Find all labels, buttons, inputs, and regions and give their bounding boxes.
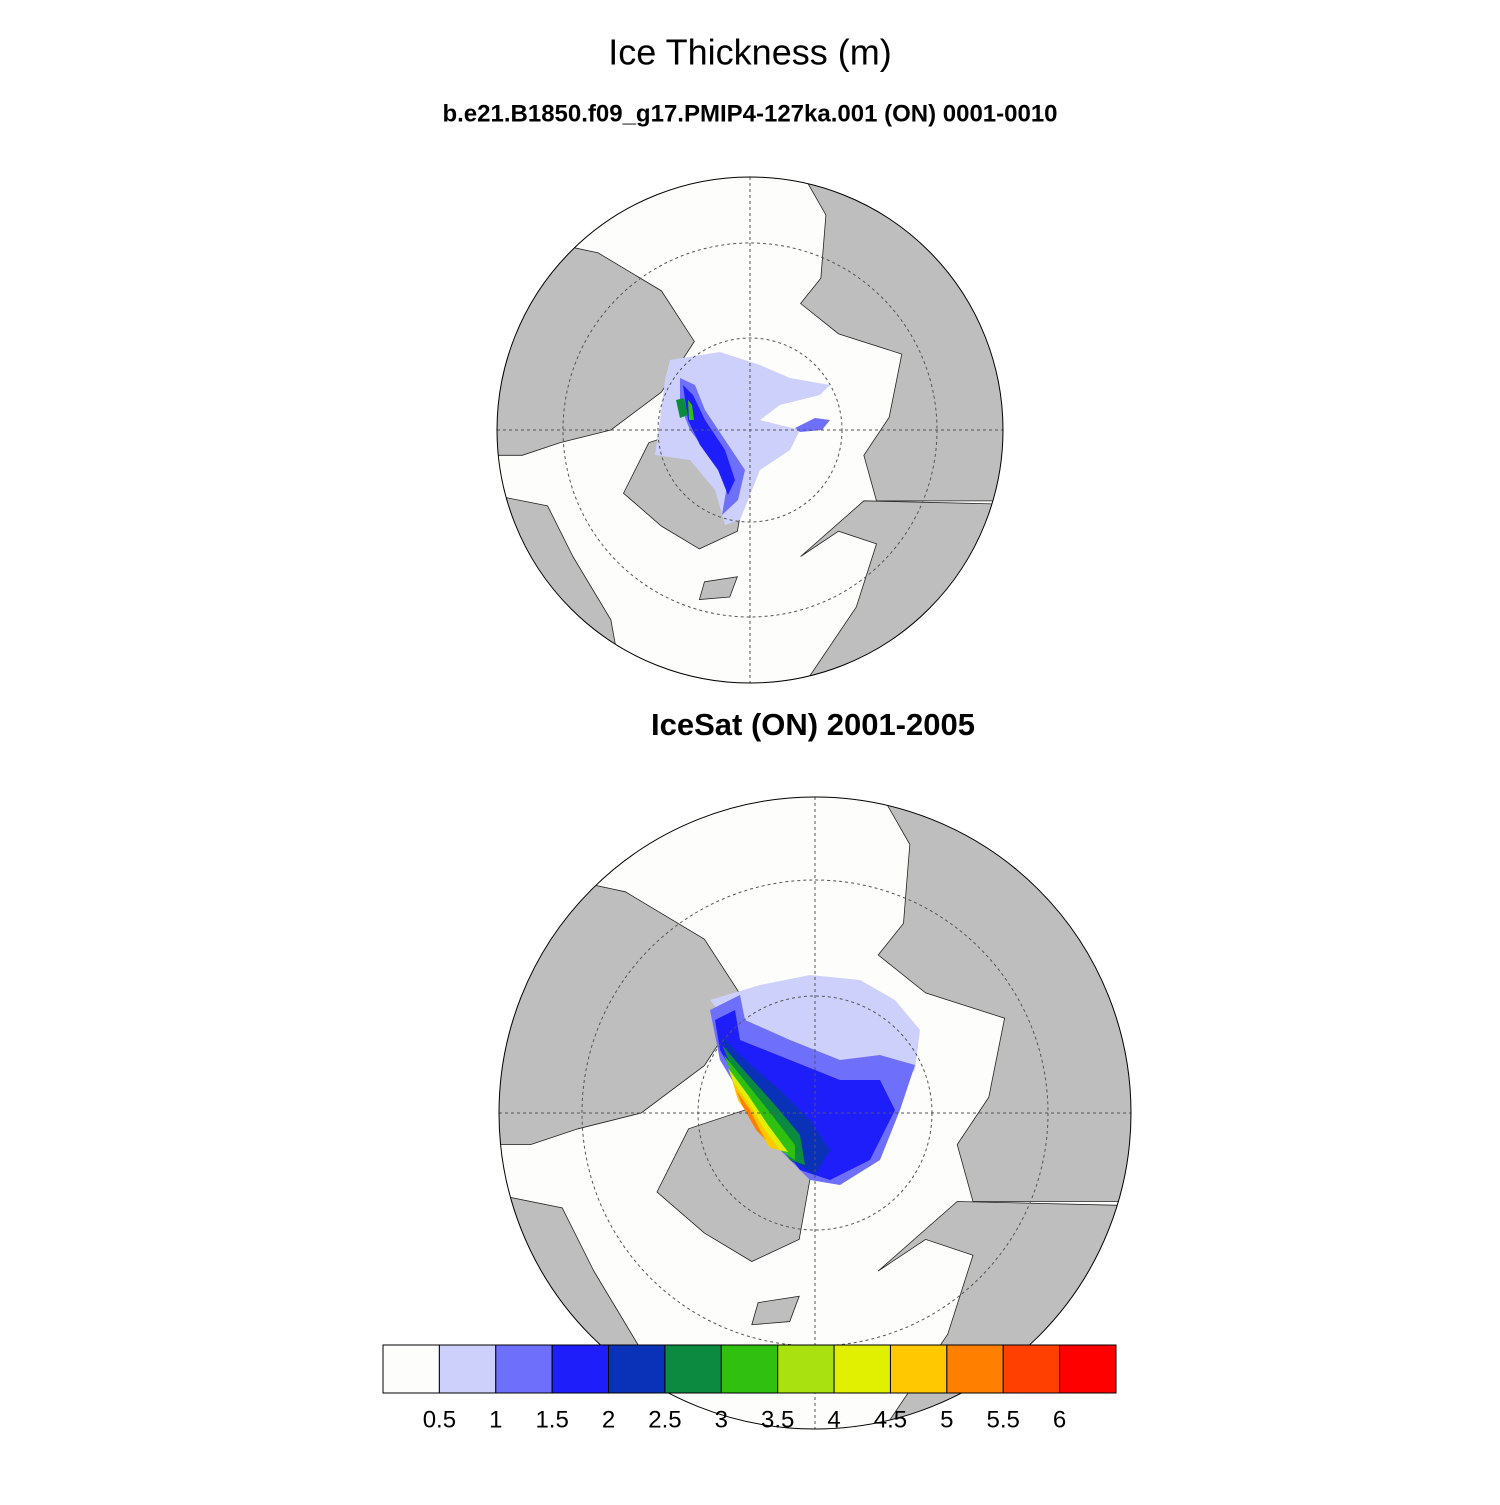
colorbar-box <box>1059 1344 1117 1394</box>
colorbar-label: 4.5 <box>874 1406 907 1433</box>
colorbar-label: 0.5 <box>423 1406 456 1433</box>
colorbar-box <box>438 1344 497 1394</box>
colorbar-label: 1.5 <box>535 1406 568 1433</box>
colorbar-label: 4 <box>827 1406 840 1433</box>
colorbar: 0.5 1 1.5 2 2.5 3 3.5 4 4.5 5 5.5 6 <box>382 1344 1117 1433</box>
colorbar-box <box>1002 1344 1061 1394</box>
panel-subtitle: b.e21.B1850.f09_g17.PMIP4-127ka.001 (ON)… <box>442 100 1057 127</box>
figure-title: Ice Thickness (m) <box>608 32 891 73</box>
colorbar-box <box>833 1344 891 1394</box>
colorbar-label: 6 <box>1053 1406 1066 1433</box>
colorbar-box <box>777 1344 835 1394</box>
map-panel <box>496 176 1004 684</box>
colorbar-label: 5.5 <box>987 1406 1020 1433</box>
map-panel <box>498 796 1132 1430</box>
colorbar-box <box>608 1344 666 1394</box>
colorbar-box <box>889 1344 948 1394</box>
panel-subtitle: IceSat (ON) 2001-2005 <box>651 707 975 742</box>
colorbar-label: 2 <box>602 1406 615 1433</box>
colorbar-box <box>946 1344 1004 1394</box>
colorbar-label: 3 <box>715 1406 728 1433</box>
colorbar-box <box>720 1344 779 1394</box>
colorbar-label: 5 <box>940 1406 953 1433</box>
colorbar-label: 2.5 <box>648 1406 681 1433</box>
colorbar-box <box>495 1344 553 1394</box>
colorbar-label: 3.5 <box>761 1406 794 1433</box>
colorbar-box <box>551 1344 610 1394</box>
colorbar-label: 1 <box>489 1406 502 1433</box>
colorbar-box <box>664 1344 722 1394</box>
colorbar-box <box>382 1344 440 1394</box>
